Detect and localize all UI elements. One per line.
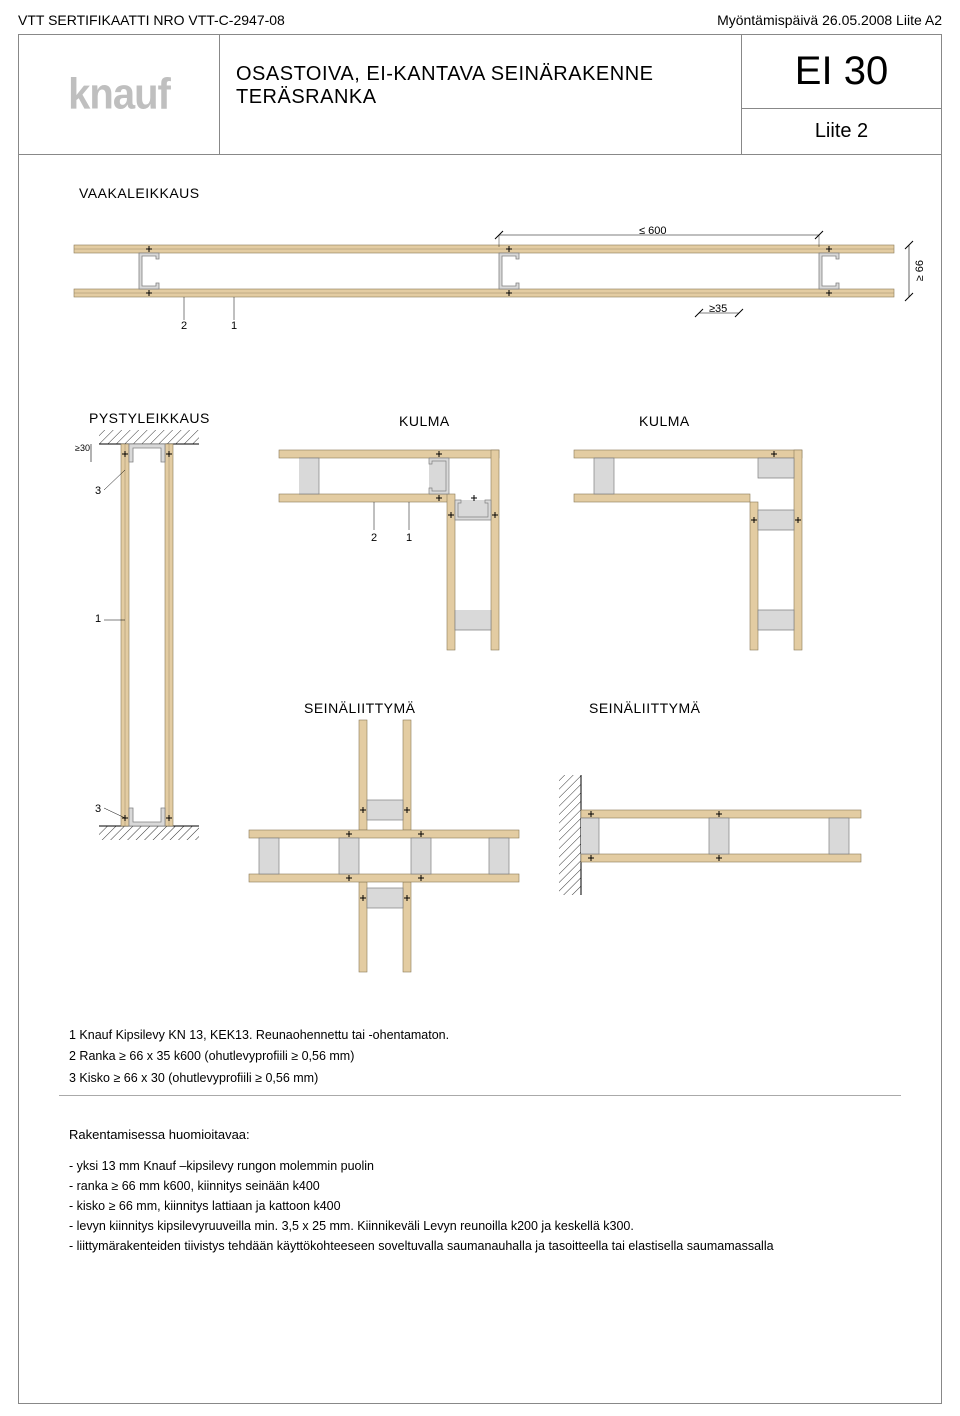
label-kulma-2: KULMA bbox=[639, 413, 690, 429]
vaaka-section bbox=[19, 205, 939, 405]
dim-ge30: ≥30 bbox=[75, 443, 90, 453]
pysty-section bbox=[79, 430, 239, 880]
note-item: levyn kiinnitys kipsilevyruuveilla min. … bbox=[69, 1216, 774, 1236]
callout-1-mid: 1 bbox=[95, 613, 101, 625]
dim-le600: ≤ 600 bbox=[639, 225, 666, 237]
divider-1 bbox=[59, 1095, 901, 1096]
kulma1-c2: 2 bbox=[371, 532, 377, 544]
label-kulma-1: KULMA bbox=[399, 413, 450, 429]
header: knauf OSASTOIVA, EI-KANTAVA SEINÄRAKENNE… bbox=[19, 35, 941, 155]
legend-2: 2 Ranka ≥ 66 x 35 k600 (ohutlevyprofiili… bbox=[69, 1046, 449, 1067]
content-frame: knauf OSASTOIVA, EI-KANTAVA SEINÄRAKENNE… bbox=[18, 34, 942, 1404]
seinal2 bbox=[559, 755, 879, 935]
ei-rating: EI 30 bbox=[742, 35, 941, 109]
cert-left: VTT SERTIFIKAATTI NRO VTT-C-2947-08 bbox=[18, 12, 285, 28]
label-vaaka: VAAKALEIKKAUS bbox=[79, 185, 200, 201]
legend: 1 Knauf Kipsilevy KN 13, KEK13. Reunaohe… bbox=[69, 1025, 449, 1089]
callout-3-bot: 3 bbox=[95, 803, 101, 815]
logo-cell: knauf bbox=[19, 35, 219, 155]
legend-1: 1 Knauf Kipsilevy KN 13, KEK13. Reunaohe… bbox=[69, 1025, 449, 1046]
drawing-area: VAAKALEIKKAUS PYSTYLEIKKAUS KULMA KULMA … bbox=[19, 155, 941, 1403]
kulma1-c1: 1 bbox=[406, 532, 412, 544]
legend-3: 3 Kisko ≥ 66 x 30 (ohutlevyprofiili ≥ 0,… bbox=[69, 1068, 449, 1089]
dim-ge35: ≥35 bbox=[709, 303, 727, 315]
logo-icon: knauf bbox=[68, 70, 170, 120]
label-seinal-1: SEINÄLIITTYMÄ bbox=[304, 700, 416, 716]
notes: Rakentamisessa huomioitavaa: yksi 13 mm … bbox=[69, 1125, 774, 1256]
label-seinal-2: SEINÄLIITTYMÄ bbox=[589, 700, 701, 716]
title-line2: TERÄSRANKA bbox=[236, 86, 725, 109]
cert-right: Myöntämispäivä 26.05.2008 Liite A2 bbox=[717, 12, 942, 28]
callout-2: 2 bbox=[181, 320, 187, 332]
notes-list: yksi 13 mm Knauf –kipsilevy rungon molem… bbox=[69, 1156, 774, 1256]
liite-label: Liite 2 bbox=[742, 109, 941, 155]
label-pysty: PYSTYLEIKKAUS bbox=[89, 410, 210, 426]
note-item: yksi 13 mm Knauf –kipsilevy rungon molem… bbox=[69, 1156, 774, 1176]
title-line1: OSASTOIVA, EI-KANTAVA SEINÄRAKENNE bbox=[236, 63, 725, 86]
callout-1: 1 bbox=[231, 320, 237, 332]
note-item: liittymärakenteiden tiivistys tehdään kä… bbox=[69, 1236, 774, 1256]
dim-ge66: ≥ 66 bbox=[914, 260, 926, 281]
ei-cell: EI 30 Liite 2 bbox=[741, 35, 941, 155]
title-cell: OSASTOIVA, EI-KANTAVA SEINÄRAKENNE TERÄS… bbox=[219, 35, 741, 155]
notes-title: Rakentamisessa huomioitavaa: bbox=[69, 1125, 774, 1146]
callout-3-top: 3 bbox=[95, 485, 101, 497]
kulma2 bbox=[574, 430, 834, 670]
seinal1 bbox=[249, 720, 529, 980]
note-item: ranka ≥ 66 mm k600, kiinnitys seinään k4… bbox=[69, 1176, 774, 1196]
note-item: kisko ≥ 66 mm, kiinnitys lattiaan ja kat… bbox=[69, 1196, 774, 1216]
kulma1 bbox=[279, 430, 529, 670]
